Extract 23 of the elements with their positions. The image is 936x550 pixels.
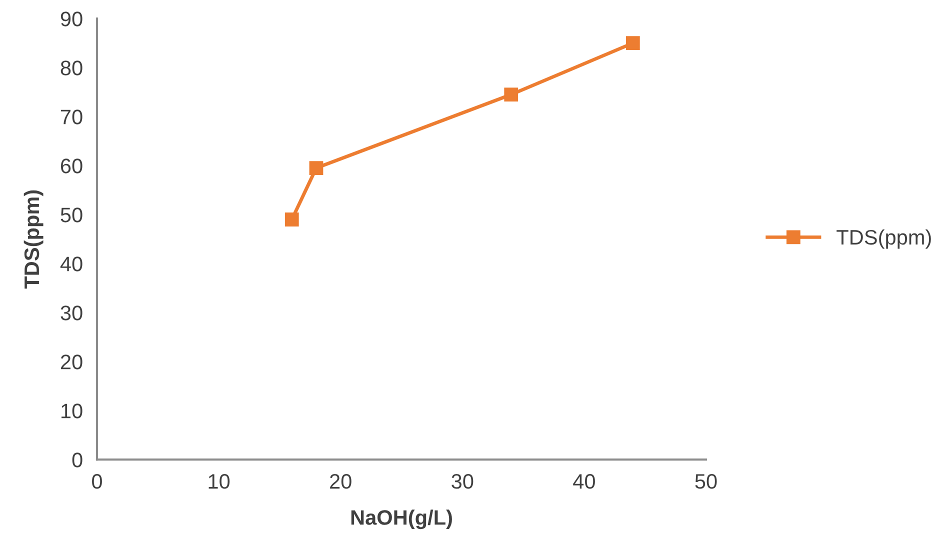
y-tick-label: 10: [62, 404, 82, 418]
point: [309, 161, 324, 175]
legend-label: TDS(ppm): [836, 229, 931, 249]
x-tick-label: 30: [452, 474, 474, 489]
y-tick-label: 60: [61, 158, 82, 174]
y-tick-label: 20: [60, 354, 82, 370]
y-axis-title: TDS(ppm): [24, 190, 44, 289]
x-tick-label: 0: [92, 474, 102, 489]
y-tick-label: 70: [61, 110, 82, 124]
y-tick-label: 30: [60, 306, 82, 320]
y-tick-label: 0: [72, 452, 82, 468]
point: [626, 36, 640, 50]
point: [284, 212, 299, 226]
y-tick-label: 80: [60, 60, 82, 76]
x-tick-label: 10: [208, 474, 230, 489]
x-tick-label: 50: [695, 474, 717, 489]
x-tick-label: 40: [573, 474, 595, 489]
y-tick-label: 40: [60, 256, 82, 272]
point: [504, 88, 518, 102]
y-tick-label: 90: [60, 12, 82, 26]
x-tick-label: 20: [330, 474, 352, 489]
x-axis-title: NaOH(g/L): [351, 510, 452, 530]
y-tick-label: 50: [60, 208, 82, 222]
